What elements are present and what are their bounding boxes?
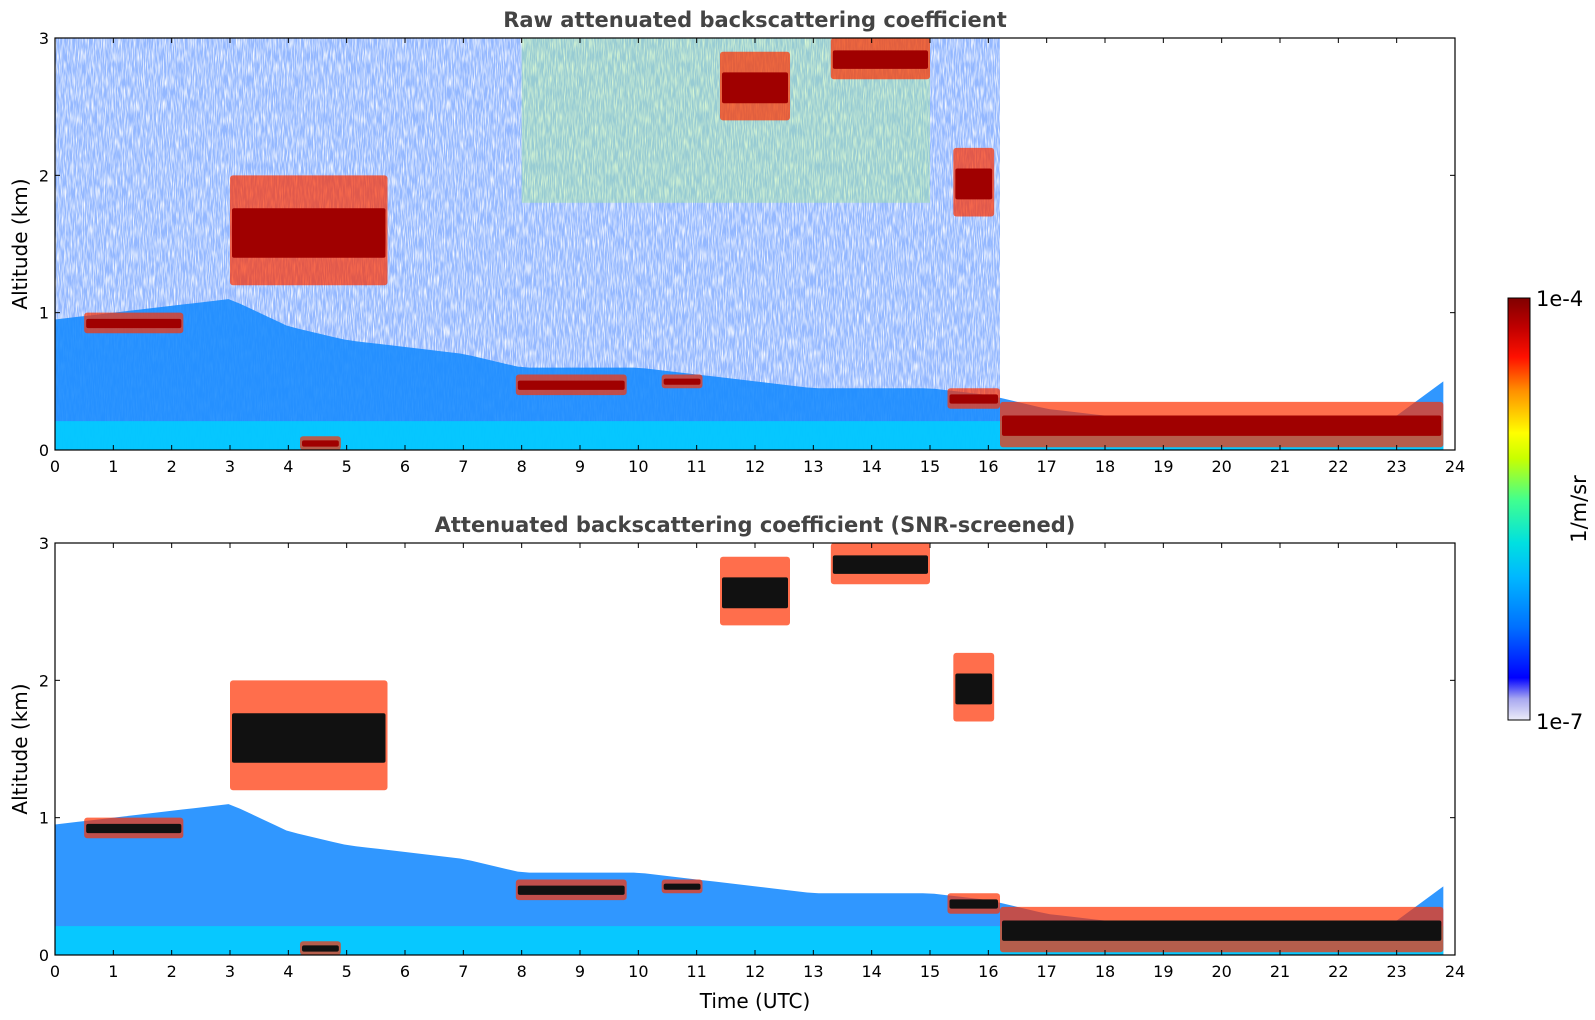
x-tick-label: 23 bbox=[1386, 457, 1406, 476]
cloud-core bbox=[1002, 415, 1442, 436]
x-tick-label: 20 bbox=[1211, 457, 1231, 476]
cloud-core bbox=[955, 168, 993, 200]
x-tick-label: 6 bbox=[400, 457, 410, 476]
x-tick-label: 13 bbox=[803, 962, 823, 981]
x-tick-label: 16 bbox=[978, 457, 998, 476]
panel-raw: Raw attenuated backscattering coefficien… bbox=[8, 8, 1465, 476]
panel-snr-screened: Attenuated backscattering coefficient (S… bbox=[8, 513, 1465, 1013]
y-tick-label: 2 bbox=[39, 166, 49, 185]
y-tick-label: 1 bbox=[39, 809, 49, 828]
cloud-core bbox=[302, 945, 339, 952]
cloud-core bbox=[722, 72, 788, 104]
cloud-core bbox=[832, 555, 928, 574]
x-tick-label: 18 bbox=[1095, 457, 1115, 476]
cloud-core bbox=[663, 883, 701, 890]
x-tick-label: 17 bbox=[1036, 457, 1056, 476]
boundary-layer bbox=[55, 804, 1444, 955]
x-tick-label: 24 bbox=[1445, 457, 1465, 476]
x-tick-label: 6 bbox=[400, 962, 410, 981]
x-tick-label: 19 bbox=[1153, 962, 1173, 981]
cloud-core bbox=[722, 577, 788, 609]
x-tick-label: 14 bbox=[861, 457, 881, 476]
x-tick-label: 2 bbox=[167, 457, 177, 476]
y-axis-label: Altitude (km) bbox=[8, 683, 32, 814]
x-tick-label: 15 bbox=[920, 962, 940, 981]
x-tick-label: 7 bbox=[458, 962, 468, 981]
colorbar-gradient bbox=[1507, 297, 1531, 721]
cloud-core bbox=[517, 380, 625, 390]
cloud-core bbox=[949, 899, 998, 909]
y-tick-label: 3 bbox=[39, 29, 49, 48]
x-tick-label: 21 bbox=[1270, 457, 1290, 476]
x-tick-label: 19 bbox=[1153, 457, 1173, 476]
x-tick-label: 12 bbox=[745, 457, 765, 476]
x-tick-label: 21 bbox=[1270, 962, 1290, 981]
x-tick-label: 4 bbox=[283, 457, 293, 476]
x-tick-label: 14 bbox=[861, 962, 881, 981]
x-tick-label: 2 bbox=[167, 962, 177, 981]
x-tick-label: 10 bbox=[628, 962, 648, 981]
x-tick-label: 10 bbox=[628, 457, 648, 476]
colorbar-max-label: 1e-4 bbox=[1536, 287, 1583, 311]
panel-title: Raw attenuated backscattering coefficien… bbox=[503, 8, 1007, 32]
x-tick-label: 5 bbox=[342, 457, 352, 476]
colorbar-unit-label: 1/m/sr bbox=[1567, 475, 1591, 543]
x-tick-label: 11 bbox=[686, 962, 706, 981]
cloud-core bbox=[232, 713, 386, 763]
x-tick-label: 3 bbox=[225, 962, 235, 981]
x-tick-label: 4 bbox=[283, 962, 293, 981]
panel-title: Attenuated backscattering coefficient (S… bbox=[435, 513, 1076, 537]
cloud-core bbox=[663, 378, 701, 385]
x-tick-label: 15 bbox=[920, 457, 940, 476]
cloud-core bbox=[1002, 920, 1442, 941]
x-tick-label: 3 bbox=[225, 457, 235, 476]
y-axis: 0 1 2 3 bbox=[39, 534, 1455, 965]
y-axis: 0 1 2 3 bbox=[39, 29, 1455, 460]
cloud-core bbox=[86, 318, 182, 329]
x-axis: 0 1 2 3 4 5 6 7 8 9 10 11 12 13 14 15 16 17 18 19 20 21 22 23 24 bbox=[50, 38, 1465, 476]
colorbar-min-label: 1e-7 bbox=[1536, 710, 1583, 734]
y-tick-label: 2 bbox=[39, 671, 49, 690]
cloud-core bbox=[949, 394, 998, 404]
x-tick-label: 0 bbox=[50, 457, 60, 476]
cloud-core bbox=[232, 208, 386, 258]
x-tick-label: 13 bbox=[803, 457, 823, 476]
x-tick-label: 20 bbox=[1211, 962, 1231, 981]
y-tick-label: 1 bbox=[39, 304, 49, 323]
x-tick-label: 24 bbox=[1445, 962, 1465, 981]
x-tick-label: 1 bbox=[108, 962, 118, 981]
x-tick-label: 16 bbox=[978, 962, 998, 981]
y-tick-label: 0 bbox=[39, 441, 49, 460]
boundary-layer bbox=[55, 299, 1444, 450]
heatmap-snr-screened bbox=[55, 543, 1444, 955]
x-axis-label: Time (UTC) bbox=[699, 989, 811, 1013]
x-tick-label: 9 bbox=[575, 962, 585, 981]
x-tick-label: 22 bbox=[1328, 962, 1348, 981]
x-axis: 0 1 2 3 4 5 6 7 8 9 10 11 12 13 14 15 16 17 18 19 20 21 22 23 24 bbox=[50, 543, 1465, 981]
heatmap-raw bbox=[55, 38, 1444, 450]
x-tick-label: 8 bbox=[517, 962, 527, 981]
x-tick-label: 18 bbox=[1095, 962, 1115, 981]
y-tick-label: 0 bbox=[39, 946, 49, 965]
x-tick-label: 0 bbox=[50, 962, 60, 981]
x-tick-label: 8 bbox=[517, 457, 527, 476]
colorbar: 1e-4 1e-7 1/m/sr bbox=[1507, 287, 1591, 734]
x-tick-label: 9 bbox=[575, 457, 585, 476]
cloud-core bbox=[86, 823, 182, 834]
x-tick-label: 1 bbox=[108, 457, 118, 476]
x-tick-label: 22 bbox=[1328, 457, 1348, 476]
cloud-core bbox=[517, 885, 625, 895]
x-tick-label: 17 bbox=[1036, 962, 1056, 981]
x-tick-label: 11 bbox=[686, 457, 706, 476]
cloud-core bbox=[955, 673, 993, 705]
x-tick-label: 5 bbox=[342, 962, 352, 981]
x-tick-label: 7 bbox=[458, 457, 468, 476]
y-tick-label: 3 bbox=[39, 534, 49, 553]
y-axis-label: Altitude (km) bbox=[8, 178, 32, 309]
x-tick-label: 12 bbox=[745, 962, 765, 981]
cloud-core bbox=[302, 440, 339, 447]
cloud-core bbox=[832, 50, 928, 69]
x-tick-label: 23 bbox=[1386, 962, 1406, 981]
